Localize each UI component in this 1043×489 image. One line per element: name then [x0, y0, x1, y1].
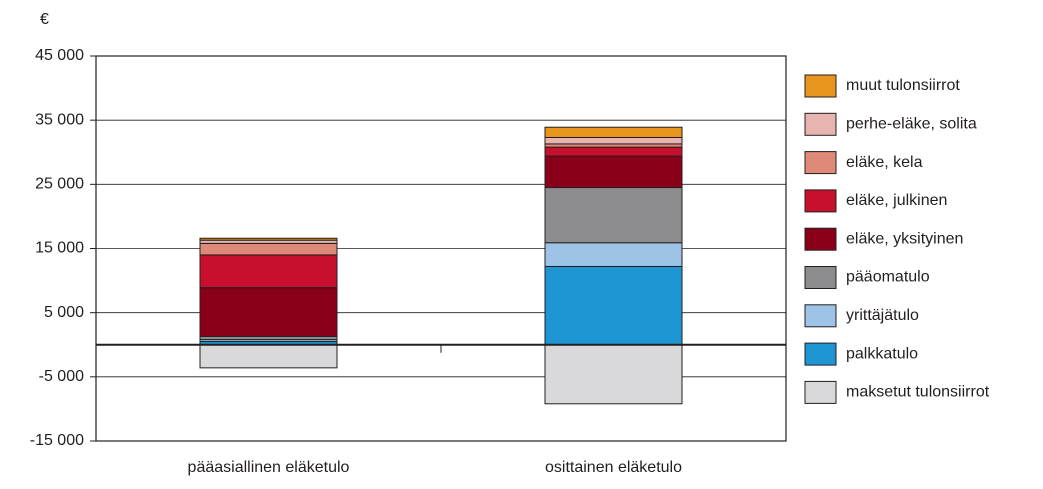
x-tick-label: osittainen eläketulo [545, 459, 682, 476]
legend-swatch [804, 227, 837, 251]
legend-label: muut tulonsiirrot [846, 77, 960, 94]
legend-swatch [804, 74, 837, 98]
y-tick-label: -5 000 [39, 368, 84, 385]
bar-segment [544, 155, 683, 189]
bar-segment [544, 126, 683, 138]
bar-segment [544, 344, 683, 405]
legend-swatch [804, 266, 837, 289]
legend-label: eläke, yksityinen [846, 230, 963, 247]
legend-swatch [804, 189, 837, 213]
bar-segment [544, 136, 683, 145]
legend-label: pääomatulo [846, 269, 930, 286]
legend-swatch [804, 112, 837, 136]
legend-label: eläke, kela [846, 154, 923, 171]
legend-swatch [804, 380, 837, 404]
y-tick-label: 15 000 [35, 240, 84, 257]
bar-segment [199, 254, 338, 289]
legend-swatch [804, 151, 837, 175]
bar-segment [544, 187, 683, 244]
y-tick-label: 35 000 [35, 111, 84, 128]
bar-segment [199, 287, 338, 337]
y-tick-label: 25 000 [35, 176, 84, 193]
bar-segment [544, 146, 683, 157]
y-unit: € [40, 11, 49, 28]
y-tick-label: 5 000 [44, 304, 84, 321]
y-tick-label: -15 000 [30, 432, 84, 449]
legend-label: eläke, julkinen [846, 192, 947, 209]
y-tick-label: 45 000 [35, 47, 84, 64]
x-tick-label: pääasiallinen eläketulo [188, 459, 350, 476]
legend-label: palkkatulo [846, 345, 918, 362]
bar-segment [199, 344, 338, 369]
legend-swatch [804, 304, 837, 328]
legend-label: yrittäjätulo [846, 307, 919, 324]
bar-segment [544, 242, 683, 267]
bar-segment [199, 237, 338, 241]
bar-segment [544, 265, 683, 346]
plot-frame [95, 55, 787, 442]
legend-swatch [804, 342, 837, 366]
bar-segment [199, 242, 338, 256]
legend-label: perhe-eläke, solita [846, 116, 977, 133]
legend-label: maksetut tulonsiirrot [846, 384, 990, 401]
